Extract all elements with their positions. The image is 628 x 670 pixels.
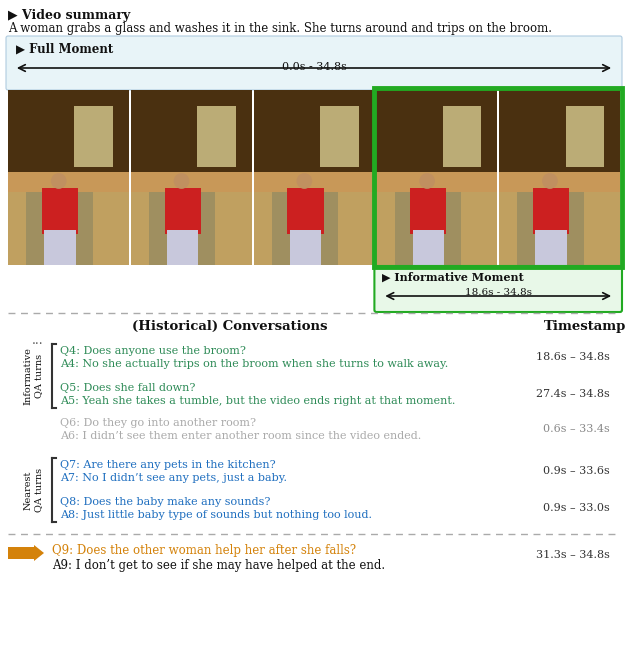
Bar xyxy=(533,188,569,234)
Bar xyxy=(443,106,482,167)
Bar xyxy=(165,188,201,234)
Ellipse shape xyxy=(174,173,190,189)
Text: ▶ Video summary: ▶ Video summary xyxy=(8,9,130,22)
Bar xyxy=(254,172,374,192)
Ellipse shape xyxy=(542,173,558,189)
Bar xyxy=(376,90,497,174)
Bar xyxy=(536,230,567,265)
Bar xyxy=(290,230,322,265)
Bar xyxy=(376,192,497,265)
Bar xyxy=(131,90,252,265)
Bar xyxy=(394,192,461,265)
Text: A8: Just little baby type of sounds but nothing too loud.: A8: Just little baby type of sounds but … xyxy=(60,510,372,520)
FancyBboxPatch shape xyxy=(374,266,622,312)
Bar xyxy=(517,192,584,265)
Bar xyxy=(499,90,620,265)
Text: A9: I don’t get to see if she may have helped at the end.: A9: I don’t get to see if she may have h… xyxy=(52,559,385,572)
Bar xyxy=(320,106,359,167)
Bar xyxy=(272,192,338,265)
Text: Informative
QA turns: Informative QA turns xyxy=(23,347,43,405)
Text: 18.6s - 34.8s: 18.6s - 34.8s xyxy=(465,288,532,297)
Text: 27.4s – 34.8s: 27.4s – 34.8s xyxy=(536,389,610,399)
Text: ▶ Informative Moment: ▶ Informative Moment xyxy=(382,272,524,283)
Bar xyxy=(167,230,198,265)
Bar xyxy=(44,230,75,265)
Bar xyxy=(197,106,236,167)
Bar xyxy=(8,90,129,265)
Bar xyxy=(131,90,252,174)
Bar xyxy=(410,188,447,234)
Bar xyxy=(254,90,374,174)
Text: A6: I didn’t see them enter another room since the video ended.: A6: I didn’t see them enter another room… xyxy=(60,431,421,441)
Bar xyxy=(374,88,622,267)
Bar xyxy=(499,172,620,192)
Bar xyxy=(499,192,620,265)
Ellipse shape xyxy=(51,173,67,189)
Text: A woman grabs a glass and washes it in the sink. She turns around and trips on t: A woman grabs a glass and washes it in t… xyxy=(8,22,552,35)
Ellipse shape xyxy=(420,173,435,189)
Bar xyxy=(376,172,497,192)
Bar xyxy=(566,106,604,167)
Text: 0.9s – 33.0s: 0.9s – 33.0s xyxy=(543,503,610,513)
Text: Q5: Does she fall down?: Q5: Does she fall down? xyxy=(60,383,195,393)
Text: A5: Yeah she takes a tumble, but the video ends right at that moment.: A5: Yeah she takes a tumble, but the vid… xyxy=(60,396,455,406)
Text: Q7: Are there any pets in the kitchen?: Q7: Are there any pets in the kitchen? xyxy=(60,460,276,470)
Text: Q6: Do they go into another room?: Q6: Do they go into another room? xyxy=(60,418,256,428)
Bar xyxy=(75,106,113,167)
Bar xyxy=(8,172,129,192)
FancyArrow shape xyxy=(8,545,44,561)
Bar xyxy=(131,172,252,192)
Text: Q4: Does anyone use the broom?: Q4: Does anyone use the broom? xyxy=(60,346,246,356)
Bar xyxy=(131,192,252,265)
Text: Timestamp: Timestamp xyxy=(544,320,626,333)
Text: ...: ... xyxy=(32,334,43,347)
Text: 0.6s – 33.4s: 0.6s – 33.4s xyxy=(543,424,610,434)
Text: Q8: Does the baby make any sounds?: Q8: Does the baby make any sounds? xyxy=(60,497,271,507)
Bar xyxy=(8,90,129,174)
Text: 31.3s – 34.8s: 31.3s – 34.8s xyxy=(536,550,610,560)
Text: 0.0s - 34.8s: 0.0s - 34.8s xyxy=(281,62,347,72)
Text: A7: No I didn’t see any pets, just a baby.: A7: No I didn’t see any pets, just a bab… xyxy=(60,473,287,483)
Text: A4: No she actually trips on the broom when she turns to walk away.: A4: No she actually trips on the broom w… xyxy=(60,359,448,369)
Bar xyxy=(149,192,215,265)
Bar xyxy=(42,188,78,234)
Bar xyxy=(26,192,92,265)
Bar xyxy=(413,230,444,265)
Bar xyxy=(288,188,323,234)
Text: (Historical) Conversations: (Historical) Conversations xyxy=(133,320,328,333)
Bar xyxy=(8,192,129,265)
Bar xyxy=(499,90,620,174)
Ellipse shape xyxy=(296,173,312,189)
Text: 18.6s – 34.8s: 18.6s – 34.8s xyxy=(536,352,610,362)
Bar xyxy=(376,90,497,265)
Bar xyxy=(254,90,374,265)
Bar xyxy=(254,192,374,265)
Text: 0.9s – 33.6s: 0.9s – 33.6s xyxy=(543,466,610,476)
Text: Q9: Does the other woman help her after she falls?: Q9: Does the other woman help her after … xyxy=(52,544,356,557)
Text: ▶ Full Moment: ▶ Full Moment xyxy=(16,43,113,56)
Text: Nearest
QA turns: Nearest QA turns xyxy=(23,468,43,512)
FancyBboxPatch shape xyxy=(6,36,622,90)
